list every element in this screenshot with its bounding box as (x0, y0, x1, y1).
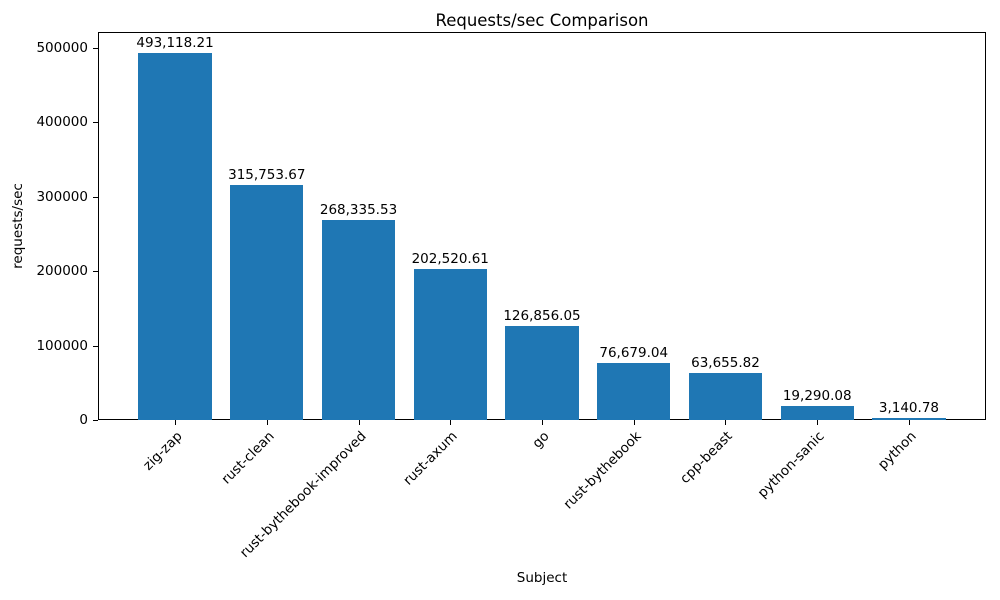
y-tick-label: 0 (79, 412, 88, 428)
bar-value-label: 63,655.82 (691, 354, 760, 371)
y-tick-label: 200000 (36, 263, 88, 280)
y-tick-mark (93, 196, 98, 198)
bar-value-label: 19,290.08 (782, 387, 852, 404)
x-tick-mark (633, 420, 635, 425)
bar (321, 220, 396, 420)
x-tick-mark (542, 420, 543, 425)
x-tick-mark (175, 420, 177, 425)
bar-value-label: 76,679.04 (599, 344, 669, 361)
bar (688, 372, 763, 420)
bar-value-label: 315,753.67 (228, 167, 306, 184)
y-tick-mark (93, 271, 98, 273)
x-tick-mark (725, 420, 727, 425)
x-axis-label: Subject (516, 570, 568, 586)
bar (780, 405, 854, 420)
bar-value-label: 126,856.05 (503, 307, 581, 324)
y-tick-mark (93, 420, 98, 421)
y-tick-label: 400000 (36, 114, 88, 131)
y-tick-mark (93, 122, 98, 124)
bar-value-label: 268,335.53 (319, 202, 398, 219)
bar (872, 417, 946, 420)
bar (230, 185, 304, 420)
bar-value-label: 493,118.21 (136, 35, 214, 52)
x-tick-mark (450, 420, 452, 425)
bar-value-label: 202,520.61 (411, 251, 489, 268)
chart-title: Requests/sec Comparison (435, 11, 649, 30)
bar (413, 269, 487, 420)
y-tick-mark (93, 345, 98, 347)
x-tick-mark (817, 420, 819, 425)
bar (138, 53, 212, 420)
y-tick-label: 100000 (36, 337, 88, 354)
y-tick-label: 500000 (36, 39, 88, 56)
y-tick-label: 300000 (36, 188, 88, 205)
x-tick-mark (358, 420, 360, 425)
bar-value-label: 3,140.78 (878, 399, 939, 416)
bar (505, 325, 579, 420)
bar (597, 362, 671, 420)
x-tick-mark (266, 420, 268, 425)
y-tick-mark (93, 47, 98, 49)
x-tick-mark (908, 420, 910, 425)
